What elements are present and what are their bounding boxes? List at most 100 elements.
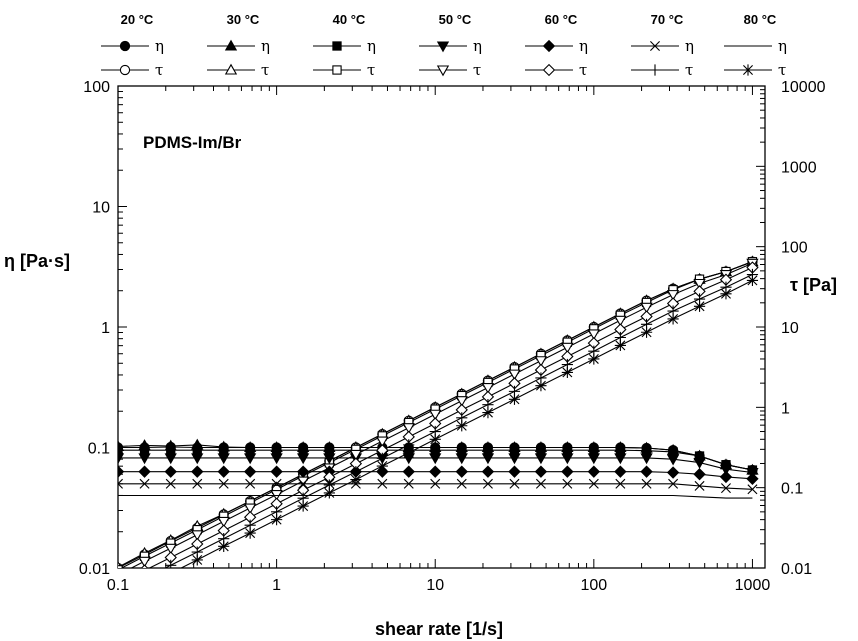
data-point <box>640 326 653 338</box>
data-point <box>429 453 442 465</box>
legend-eta-marker <box>119 40 131 52</box>
data-point <box>218 540 230 552</box>
data-point <box>403 447 415 459</box>
data-point <box>614 339 626 352</box>
data-point <box>508 393 521 405</box>
legend-tau-symbol: τ <box>685 61 693 79</box>
legend-eta-marker <box>436 41 450 53</box>
data-point <box>376 460 388 472</box>
data-point <box>562 478 573 489</box>
legend-entry: 30 °Cητ <box>207 12 270 79</box>
data-point <box>615 478 626 489</box>
legend-temperature: 30 °C <box>227 12 260 27</box>
annotation: PDMS-Im/Br <box>143 133 242 152</box>
data-point <box>271 445 282 455</box>
data-point <box>430 478 441 489</box>
data-point <box>694 480 705 491</box>
data-point <box>245 478 256 489</box>
data-point <box>138 465 151 478</box>
data-point <box>118 453 125 465</box>
data-point <box>218 478 229 489</box>
x-tick-label: 1 <box>272 577 281 594</box>
data-point <box>746 472 759 485</box>
data-point <box>720 483 731 494</box>
y-right-tick-label: 1 <box>781 400 790 417</box>
data-point <box>562 445 573 455</box>
data-point <box>323 453 336 465</box>
data-point <box>640 453 653 465</box>
data-point <box>429 465 442 478</box>
data-point <box>640 465 653 478</box>
legend-entry: 80 °Cητ <box>724 12 787 79</box>
y-right-tick-label: 10 <box>781 320 799 337</box>
legend-eta-marker <box>542 39 556 53</box>
data-point <box>324 445 334 455</box>
legend-eta-symbol: η <box>367 37 376 55</box>
legend-eta-symbol: η <box>473 37 482 55</box>
data-point <box>118 465 125 478</box>
data-point <box>455 465 468 478</box>
data-point <box>244 453 257 465</box>
data-point <box>298 445 308 455</box>
data-point <box>693 300 706 312</box>
data-point <box>402 465 415 478</box>
data-point <box>118 478 123 489</box>
data-point <box>271 514 283 526</box>
legend-eta-symbol: η <box>685 37 694 55</box>
x-tick-label: 100 <box>580 577 607 594</box>
legend-temperature: 40 °C <box>333 12 366 27</box>
legend-eta-symbol: η <box>155 37 164 55</box>
data-point <box>483 445 493 455</box>
data-point <box>455 396 468 408</box>
data-point <box>430 445 440 455</box>
x-axis-title: shear rate [1/s] <box>375 619 503 639</box>
y-right-tick-label: 0.01 <box>781 561 812 578</box>
data-point <box>481 465 495 478</box>
series-60c-tau <box>140 261 759 568</box>
series-80c-tau <box>112 274 759 605</box>
data-point <box>693 468 706 481</box>
data-point <box>296 465 310 478</box>
data-point <box>561 342 574 354</box>
data-point <box>534 356 548 368</box>
legend-eta-symbol: η <box>778 37 787 55</box>
data-point <box>455 453 468 465</box>
y-left-tick-label: 10 <box>92 200 110 217</box>
legend-eta-symbol: η <box>261 37 270 55</box>
series-60c-eta <box>118 465 759 485</box>
series-layer <box>112 255 759 605</box>
data-point <box>534 465 548 478</box>
data-point <box>482 406 494 419</box>
data-point <box>666 290 680 301</box>
data-point <box>481 453 495 465</box>
data-point <box>118 445 123 455</box>
x-tick-label: 10 <box>426 577 444 594</box>
y-axis-right-title: τ [Pa] <box>790 275 837 295</box>
legend-entry: 20 °Cητ <box>101 12 164 79</box>
series-50c-eta <box>118 453 759 479</box>
data-point <box>429 433 441 445</box>
data-point <box>482 478 493 489</box>
data-point <box>403 478 414 489</box>
data-point <box>297 453 310 465</box>
data-point <box>139 445 150 455</box>
data-point <box>746 274 759 287</box>
data-point <box>164 543 177 555</box>
y-right-tick-label: 1000 <box>781 159 817 176</box>
legend-eta-marker <box>650 41 660 51</box>
legend-tau-marker <box>119 64 131 76</box>
data-point <box>693 278 706 290</box>
y-right-tick-label: 10000 <box>781 79 826 96</box>
data-point <box>614 465 627 478</box>
data-point <box>719 470 733 484</box>
legend-tau-symbol: τ <box>261 61 269 79</box>
legend-tau-marker <box>436 65 450 77</box>
data-point <box>192 478 203 489</box>
y-left-tick-label: 100 <box>83 79 110 96</box>
data-point <box>535 478 546 489</box>
data-point <box>164 453 177 465</box>
data-point <box>112 594 123 605</box>
data-point <box>666 454 680 466</box>
data-point <box>693 458 706 469</box>
